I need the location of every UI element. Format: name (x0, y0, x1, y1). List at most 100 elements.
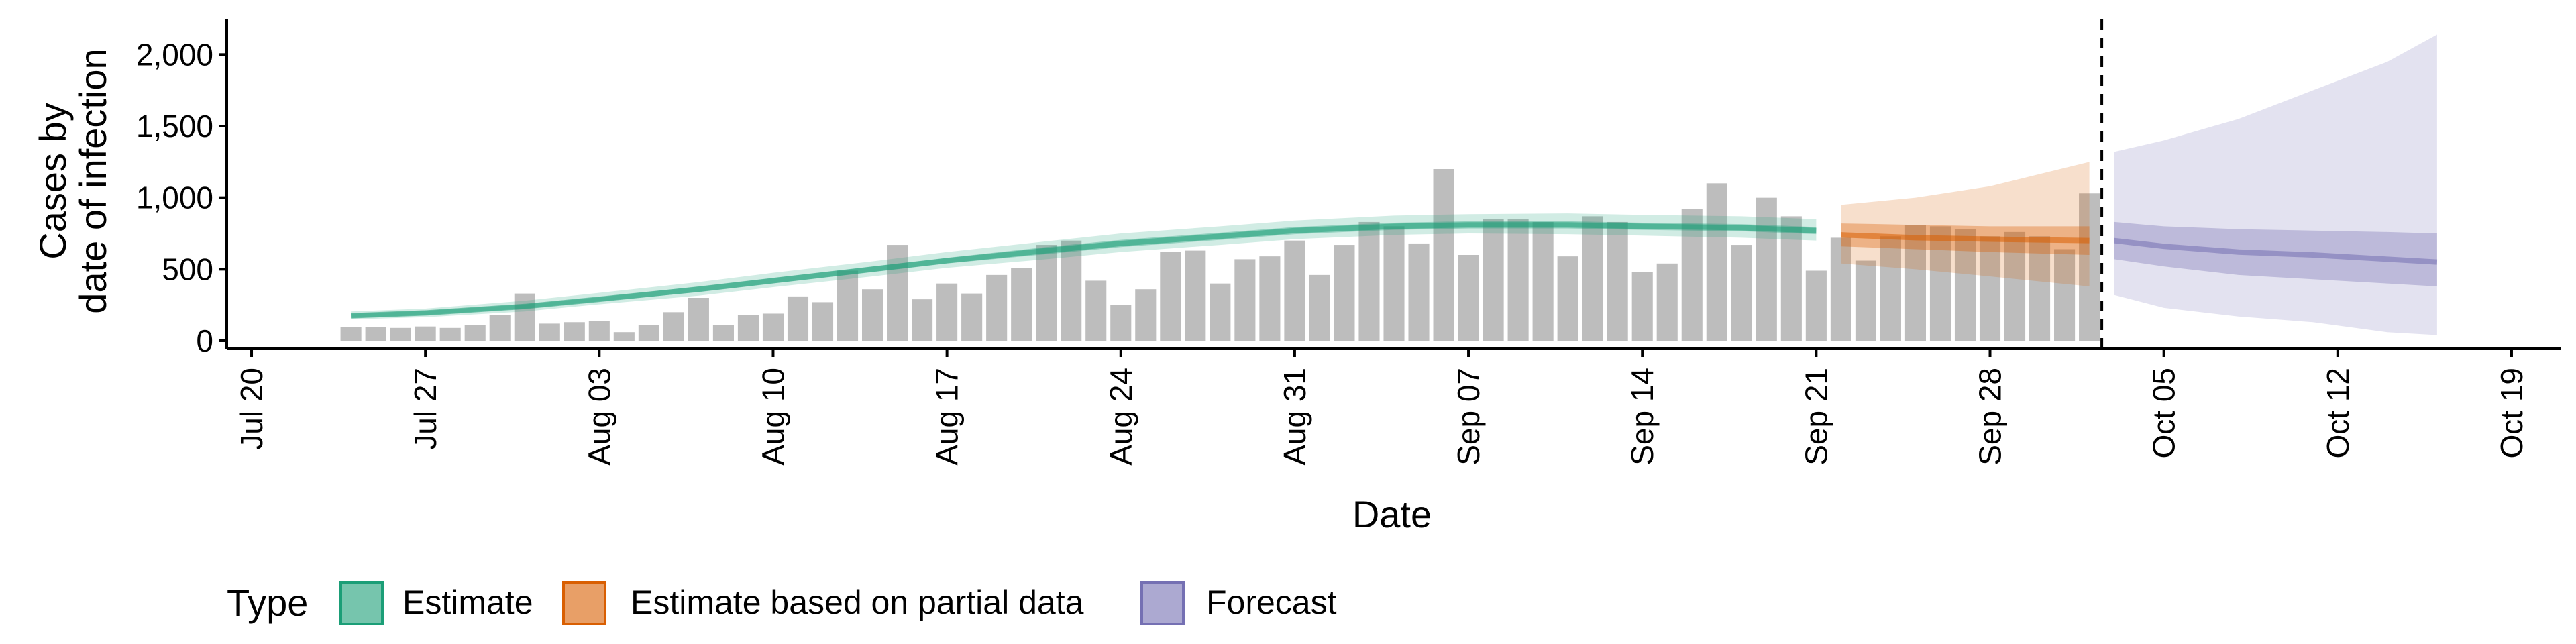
reported-case-bar (1557, 256, 1578, 341)
reported-case-bar (638, 325, 659, 341)
reported-case-bar (564, 322, 585, 341)
x-tick-label: Sep 07 (1451, 368, 1486, 466)
reported-case-bar (1929, 226, 1951, 341)
legend-key-estimate (339, 581, 384, 625)
reported-case-bar (1855, 260, 1876, 341)
reported-case-bar (1904, 225, 1926, 341)
x-axis-title: Date (1352, 493, 1432, 535)
reported-case-bar (862, 289, 883, 341)
reported-case-bar (1507, 219, 1529, 341)
ribbon-90 (1841, 162, 2090, 286)
reported-case-bar (539, 323, 560, 341)
reported-case-bar (986, 274, 1008, 341)
reported-case-bar (1011, 268, 1032, 341)
reported-case-bar (1631, 272, 1653, 341)
reported-case-bar (1756, 197, 1777, 341)
y-tick-label: 500 (162, 252, 213, 286)
reported-case-bar (887, 245, 908, 341)
reported-case-bar (1160, 252, 1181, 341)
reported-case-bar (1830, 237, 1851, 341)
reported-case-bar (688, 298, 709, 341)
reported-case-bar (1185, 250, 1206, 341)
ribbon-90 (351, 213, 1817, 319)
reported-case-bar (1036, 245, 1057, 341)
legend-key-partial (562, 581, 606, 625)
reported-case-bar (712, 325, 734, 341)
axes-layer: 0 500 1,000 1,500 2,000 Jul 20 Jul 27 Aug 03 Aug… (136, 19, 2561, 466)
reported-case-bar (415, 326, 436, 341)
reported-case-bar (1234, 259, 1256, 341)
reported-case-bar (613, 332, 635, 341)
reported-case-bar (1954, 229, 1976, 341)
reported-case-bar (1607, 221, 1628, 341)
reported-case-bar (1408, 243, 1430, 341)
reported-case-bar (787, 296, 809, 341)
reported-case-bar (1135, 289, 1157, 341)
bars-layer (340, 169, 2100, 341)
reported-case-bar (1880, 236, 1901, 341)
reported-case-bar (2079, 193, 2100, 341)
x-tick-label: Jul 20 (234, 368, 269, 450)
x-tick-label: Aug 31 (1277, 368, 1312, 466)
reported-case-bar (1358, 221, 1380, 341)
reported-case-bar (1656, 263, 1678, 341)
reported-case-bar (1210, 283, 1231, 341)
reported-case-bar (1681, 209, 1703, 341)
x-tick-label: Oct 19 (2494, 368, 2529, 459)
legend-label-partial: Estimate based on partial data (631, 584, 1084, 621)
legend-title: Type (227, 582, 308, 624)
x-tick-label: Aug 10 (755, 368, 790, 466)
reported-case-bar (2054, 249, 2076, 341)
reported-case-bar (1383, 226, 1405, 341)
x-tick-label: Oct 05 (2147, 368, 2182, 459)
reported-case-bar (514, 293, 535, 341)
reported-case-bar (1309, 274, 1330, 341)
reported-case-bar (1483, 219, 1504, 341)
ribbons-layer (350, 34, 2438, 335)
x-tick-label: Aug 17 (930, 368, 965, 466)
reported-case-bar (812, 302, 834, 341)
reported-case-bar (2004, 231, 2026, 341)
reported-case-bar (588, 321, 610, 341)
y-tick-label: 0 (196, 323, 213, 358)
reported-case-bar (390, 327, 411, 341)
x-tick-label: Sep 21 (1799, 368, 1833, 466)
reported-case-bar (1731, 245, 1752, 341)
reported-case-bar (837, 270, 859, 341)
reported-case-bar (1780, 216, 1802, 341)
reported-case-bar (1582, 216, 1603, 341)
x-tick-label: Aug 03 (582, 368, 616, 466)
reported-case-bar (489, 315, 511, 341)
reported-case-bar (1259, 256, 1281, 341)
reported-case-bar (1334, 245, 1355, 341)
reported-case-bar (365, 327, 386, 341)
reported-case-bar (663, 312, 684, 341)
x-tick-label: Aug 24 (1104, 368, 1138, 466)
reported-case-bar (1433, 169, 1454, 341)
x-tick-label: Sep 14 (1625, 368, 1660, 466)
reported-case-bar (1805, 270, 1827, 341)
y-axis-title-line-2: date of infection (72, 48, 114, 313)
x-tick-label: Oct 12 (2320, 368, 2355, 459)
ribbon-90 (2114, 34, 2437, 335)
reported-case-bar (1979, 236, 2001, 341)
legend-key-forecast (1140, 581, 1185, 625)
reported-case-bar (961, 293, 983, 341)
y-tick-label: 2,000 (136, 37, 213, 72)
legend-label-estimate: Estimate (402, 584, 533, 621)
median-line (1841, 232, 2090, 244)
x-tick-label: Jul 27 (408, 368, 443, 450)
reported-case-bar (1284, 240, 1305, 341)
reported-case-bar (1085, 280, 1107, 341)
median-line (350, 222, 1817, 319)
reported-case-bar (1532, 221, 1554, 341)
reported-case-bar (936, 283, 958, 341)
reported-case-bar (1458, 255, 1479, 341)
reported-case-bar (1706, 183, 1727, 341)
reported-case-bar (737, 315, 759, 341)
reported-case-bar (340, 327, 362, 341)
x-tick-label: Sep 28 (1973, 368, 2008, 466)
reported-case-bar (762, 313, 784, 341)
y-tick-label: 1,500 (136, 109, 213, 144)
